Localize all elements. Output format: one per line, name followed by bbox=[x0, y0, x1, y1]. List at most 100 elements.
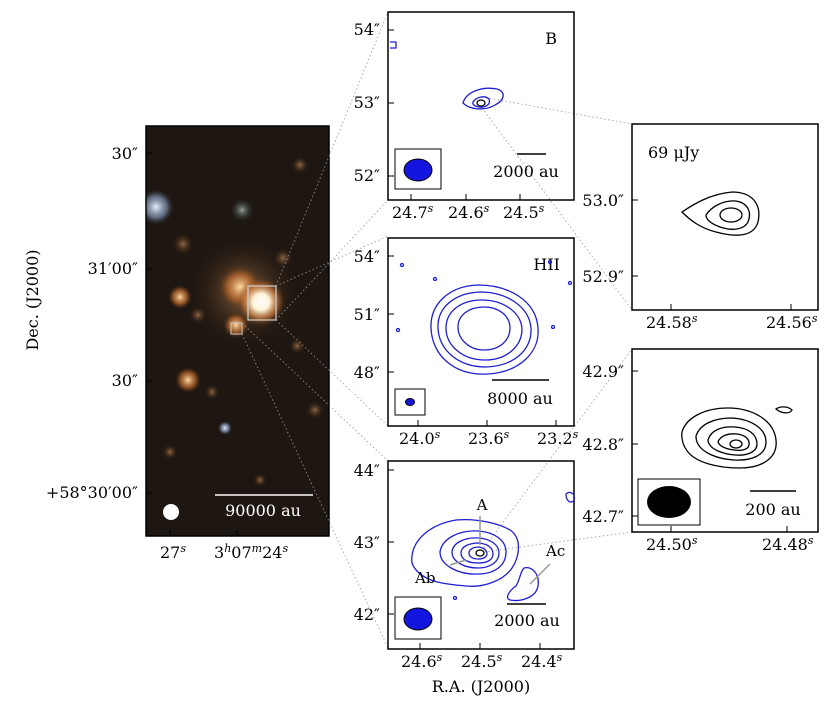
panel-b-frame bbox=[387, 11, 575, 201]
panel-b-beam-ellipse bbox=[403, 158, 433, 182]
panel-b-contour bbox=[472, 96, 491, 108]
panel-hii-label: HII bbox=[533, 255, 560, 274]
panel-a-y-tick-label: 42″ bbox=[354, 605, 380, 624]
panel-a-contour bbox=[451, 537, 500, 569]
panel-a-contour-inner bbox=[475, 549, 485, 557]
panel-a-contour bbox=[439, 530, 507, 575]
left-y-ticks bbox=[146, 152, 238, 536]
panel-a-zoom-y-tick-label: 42.9″ bbox=[582, 362, 624, 381]
left-image-panel: 90000 au 30″ 31′00″ 30″ +58°30′00″ Dec. … bbox=[23, 125, 330, 562]
panel-hii-contour bbox=[437, 291, 532, 368]
panel-b-ticks bbox=[388, 29, 521, 200]
panel-a-zoom-edge-contour bbox=[774, 406, 793, 414]
panel-a-label-a: A bbox=[476, 496, 488, 514]
panel-b-y-tick-label: 52″ bbox=[354, 166, 380, 185]
panel-a-zoom-contour bbox=[695, 417, 767, 461]
panel-b-zoom-contour bbox=[680, 191, 760, 236]
panel-a-zoom-scale-bar-label: 200 au bbox=[745, 500, 800, 519]
panel-b-contour bbox=[462, 87, 504, 110]
panel-b-contour-inner bbox=[476, 99, 486, 107]
panel-a-contour bbox=[460, 542, 494, 564]
panel-a-frame bbox=[387, 460, 575, 650]
left-x-tick-label: 27s bbox=[160, 542, 186, 562]
left-y-tick-label: 31′00″ bbox=[88, 259, 138, 278]
panel-b-label: B bbox=[545, 29, 557, 48]
panel-b-zoom-x-tick-label: 24.58s bbox=[646, 312, 698, 332]
panel-a-y-tick-label: 43″ bbox=[354, 533, 380, 552]
panel-a-zoom-frame bbox=[631, 348, 819, 533]
panel-a-x-axis-title: R.A. (J2000) bbox=[432, 677, 530, 696]
panel-b-x-tick-label: 24.6s bbox=[448, 202, 490, 222]
panel-hii-x-tick-label: 24.0s bbox=[399, 428, 441, 448]
panel-a-zoom-ticks bbox=[632, 370, 788, 532]
panel-hii-ticks bbox=[388, 255, 557, 426]
left-x-tick-label: 3h07m24s bbox=[214, 542, 288, 562]
panel-hii-frame bbox=[387, 237, 575, 427]
panel-a-label-ac: Ac bbox=[545, 542, 565, 560]
panel-b-zoom-frame bbox=[631, 123, 819, 311]
panel-b-zoom-flux-label: 69 μJy bbox=[648, 143, 699, 162]
panel-b-y-tick-label: 54″ bbox=[354, 20, 380, 39]
panel-b-zoom-y-tick-label: 53.0″ bbox=[582, 191, 624, 210]
panel-a-zoom: 200 au 42.9″ 42.8″ 42.7″ 24.50s 24.48s bbox=[582, 348, 819, 554]
panel-a-zoom-contour-inner bbox=[729, 439, 743, 449]
panel-hii-contour bbox=[445, 299, 523, 361]
panel-hii-y-tick-label: 51″ bbox=[354, 305, 380, 324]
panel-a-zoom-contour bbox=[717, 433, 750, 451]
panel-b-zoom-contour-inner bbox=[719, 207, 743, 223]
panel-a-zoom-contour bbox=[681, 407, 777, 469]
panel-a-ticks bbox=[388, 469, 541, 649]
panel-b: B 2000 au 54″ 53″ 52″ 24.7s 24.6s 24.5s bbox=[354, 11, 575, 222]
panel-a: A Ab Ac 2000 au 44″ 43″ 42″ 24.6s 24.5s … bbox=[354, 460, 576, 696]
panel-a-noise-contour bbox=[452, 595, 458, 601]
panel-a-ac-contour bbox=[506, 567, 539, 602]
panel-a-zoom-contour bbox=[707, 426, 758, 456]
color-composite-image bbox=[146, 126, 329, 536]
panel-hii-x-tick-label: 23.2s bbox=[537, 428, 579, 448]
panel-a-beam-ellipse bbox=[403, 607, 433, 631]
panel-a-label-ab: Ab bbox=[414, 569, 435, 587]
panel-a-zoom-x-tick-label: 24.50s bbox=[646, 534, 698, 554]
panel-b-zoom-x-tick-label: 24.56s bbox=[766, 312, 818, 332]
panel-a-zoom-y-tick-label: 42.8″ bbox=[582, 435, 624, 454]
panel-b-x-tick-label: 24.5s bbox=[503, 202, 545, 222]
panel-a-zoom-x-tick-label: 24.48s bbox=[762, 534, 814, 554]
left-y-tick-label: 30″ bbox=[112, 144, 138, 163]
left-y-tick-label: 30″ bbox=[112, 371, 138, 390]
panel-b-zoom: 69 μJy 53.0″ 52.9″ 24.58s 24.56s bbox=[582, 123, 819, 332]
panel-a-x-tick-label: 24.5s bbox=[461, 651, 503, 671]
panel-b-edge-contour bbox=[390, 41, 397, 49]
panel-a-y-tick-label: 44″ bbox=[354, 461, 380, 480]
left-scale-bar-label: 90000 au bbox=[225, 501, 301, 520]
panel-hii-y-tick-label: 48″ bbox=[354, 363, 380, 382]
panel-hii-scale-bar-label: 8000 au bbox=[487, 389, 553, 408]
left-beam-ellipse bbox=[163, 504, 179, 520]
left-y-axis-title: Dec. (J2000) bbox=[23, 249, 42, 350]
panel-a-zoom-y-tick-label: 42.7″ bbox=[582, 507, 624, 526]
panel-hii-y-tick-label: 54″ bbox=[354, 247, 380, 266]
panel-b-zoom-y-tick-label: 52.9″ bbox=[582, 267, 624, 286]
panel-b-scale-bar-label: 2000 au bbox=[493, 162, 559, 181]
panel-hii-beam-ellipse bbox=[405, 398, 415, 406]
panel-a-x-tick-label: 24.6s bbox=[401, 651, 443, 671]
zoom-guide-lines bbox=[241, 11, 633, 649]
a-selection-box bbox=[230, 322, 243, 335]
panel-b-x-tick-label: 24.7s bbox=[392, 202, 434, 222]
panel-b-zoom-contour bbox=[705, 200, 751, 230]
panel-b-zoom-ticks bbox=[632, 199, 792, 310]
panel-hii-contour bbox=[457, 306, 511, 351]
panel-hii-x-tick-label: 23.6s bbox=[468, 428, 510, 448]
panel-a-contour bbox=[468, 546, 488, 560]
panel-a-x-tick-label: 24.4s bbox=[521, 651, 563, 671]
hii-selection-box bbox=[247, 285, 277, 321]
panel-hii-noise-contours bbox=[395, 259, 573, 333]
panel-hii-contour bbox=[430, 284, 539, 375]
panel-a-zoom-beam-ellipse bbox=[647, 486, 691, 518]
panel-a-edge-contour bbox=[565, 491, 576, 503]
panel-a-pointer-ab bbox=[449, 559, 467, 566]
panel-a-contour bbox=[411, 518, 520, 587]
panel-b-y-tick-label: 53″ bbox=[354, 93, 380, 112]
panel-a-pointer-ac bbox=[529, 563, 551, 585]
panel-a-scale-bar-label: 2000 au bbox=[494, 611, 560, 630]
